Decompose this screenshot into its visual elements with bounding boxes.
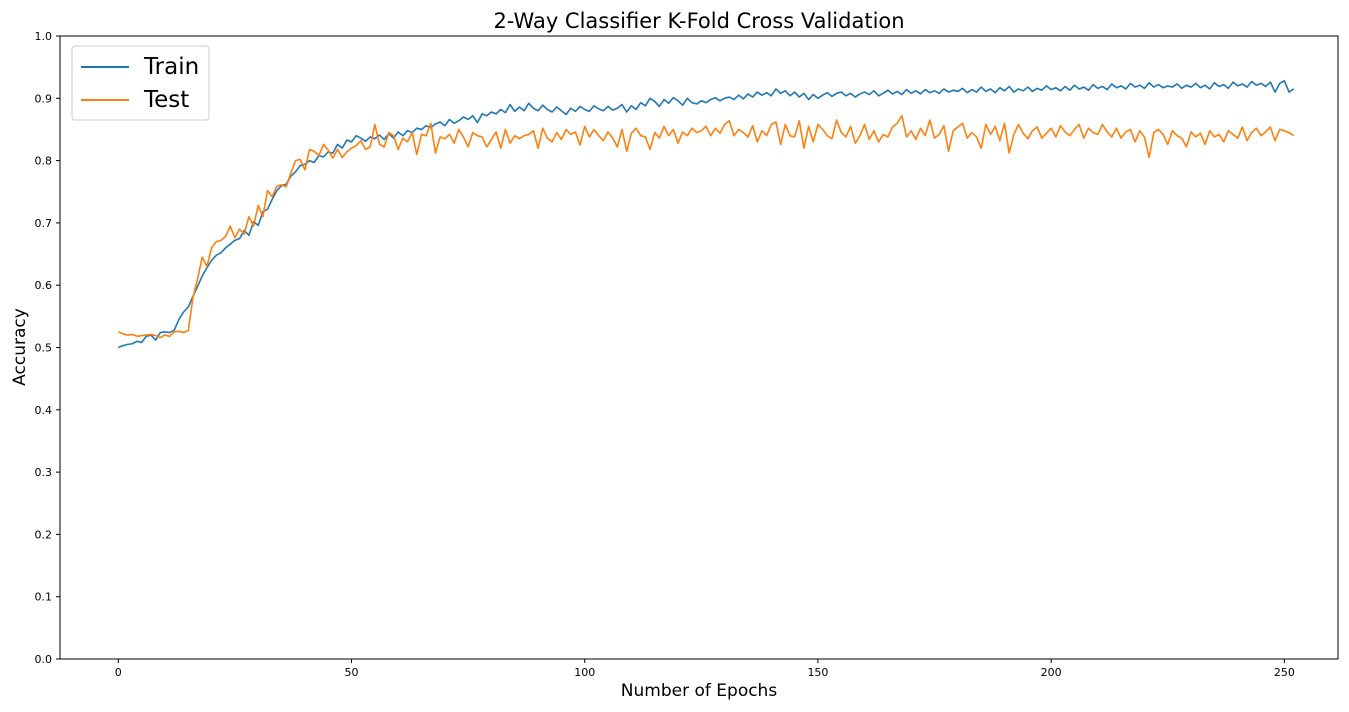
y-tick-label: 1.0 bbox=[35, 30, 53, 43]
legend-train-label: Train bbox=[143, 54, 199, 80]
legend-test-label: Test bbox=[143, 87, 189, 113]
plot-area-frame bbox=[59, 35, 1339, 660]
series-line-train bbox=[118, 80, 1295, 349]
series-lines bbox=[118, 80, 1295, 349]
y-axis-ticks: 0.0 0.1 0.2 0.3 0.4 0.5 0.6 0.7 0.8 0.9 1.0 bbox=[35, 30, 60, 666]
y-axis-label: Accuracy bbox=[10, 308, 30, 386]
x-tick-label: 150 bbox=[807, 666, 828, 679]
x-tick-label: 100 bbox=[574, 666, 595, 679]
y-tick-label: 0.2 bbox=[35, 528, 53, 541]
series-line-test bbox=[118, 114, 1295, 339]
y-tick-label: 0.4 bbox=[35, 404, 53, 417]
x-tick-label: 200 bbox=[1041, 666, 1062, 679]
x-axis-label: Number of Epochs bbox=[621, 681, 778, 701]
y-tick-label: 0.9 bbox=[35, 92, 53, 105]
x-axis-ticks: 0 50 100 150 200 250 bbox=[115, 659, 1295, 679]
y-tick-label: 0.5 bbox=[35, 342, 53, 355]
y-tick-label: 0.0 bbox=[35, 653, 53, 666]
legend: Train Test bbox=[71, 45, 210, 121]
y-tick-label: 0.6 bbox=[35, 279, 53, 292]
x-tick-label: 250 bbox=[1274, 666, 1295, 679]
legend-frame bbox=[71, 45, 210, 121]
y-tick-label: 0.3 bbox=[35, 466, 53, 479]
y-tick-label: 0.1 bbox=[35, 591, 53, 604]
y-tick-label: 0.7 bbox=[35, 217, 53, 230]
chart-title: 2-Way Classifier K-Fold Cross Validation bbox=[493, 9, 904, 33]
y-tick-label: 0.8 bbox=[35, 155, 53, 168]
x-tick-label: 50 bbox=[345, 666, 359, 679]
x-tick-label: 0 bbox=[115, 666, 122, 679]
